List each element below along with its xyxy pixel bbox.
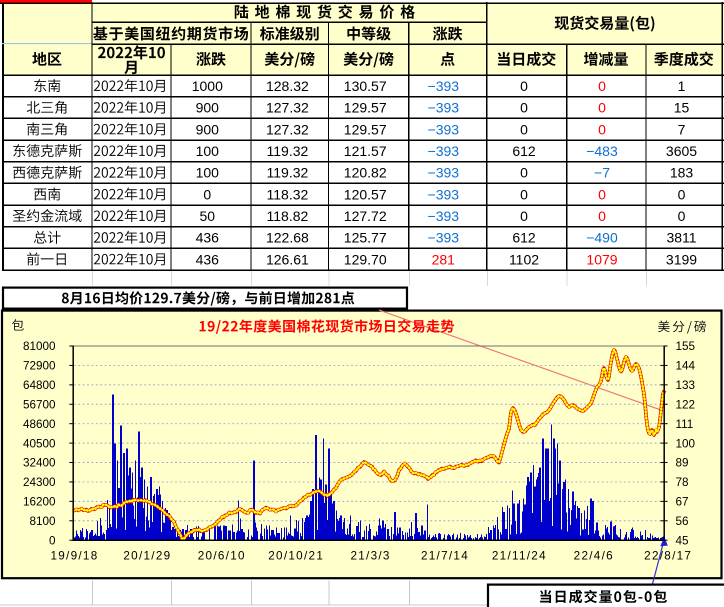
svg-text:21/3/3: 21/3/3	[350, 549, 390, 562]
svg-text:0: 0	[598, 186, 606, 202]
svg-text:−490: −490	[586, 230, 618, 246]
svg-text:1000: 1000	[192, 78, 223, 94]
svg-text:0: 0	[520, 78, 528, 94]
svg-text:0: 0	[598, 100, 606, 116]
svg-text:128.32: 128.32	[266, 78, 309, 94]
svg-text:0: 0	[598, 121, 606, 137]
svg-text:−393: −393	[428, 230, 460, 246]
svg-text:0: 0	[678, 186, 686, 202]
svg-text:0: 0	[520, 186, 528, 202]
svg-text:−483: −483	[586, 143, 618, 159]
svg-text:67: 67	[676, 496, 689, 509]
svg-text:50: 50	[200, 208, 216, 224]
svg-text:0: 0	[598, 78, 606, 94]
svg-text:1: 1	[678, 78, 686, 94]
svg-text:16200: 16200	[23, 496, 56, 509]
svg-text:900: 900	[196, 100, 220, 116]
svg-text:22/8/17: 22/8/17	[644, 549, 692, 562]
svg-text:−393: −393	[428, 186, 460, 202]
svg-text:118.32: 118.32	[267, 186, 309, 202]
svg-text:119.32: 119.32	[267, 143, 309, 159]
svg-text:0: 0	[520, 100, 528, 116]
svg-text:15: 15	[674, 100, 690, 116]
svg-text:100: 100	[196, 165, 220, 181]
svg-text:19/9/18: 19/9/18	[50, 549, 98, 562]
svg-text:121.57: 121.57	[344, 143, 387, 159]
svg-text:21/7/14: 21/7/14	[421, 549, 469, 562]
svg-text:120.82: 120.82	[344, 165, 387, 181]
svg-text:0: 0	[520, 121, 528, 137]
svg-text:−393: −393	[428, 121, 460, 137]
svg-text:127.32: 127.32	[266, 100, 309, 116]
svg-text:120.57: 120.57	[344, 186, 387, 202]
svg-text:436: 436	[196, 251, 220, 267]
svg-text:−7: −7	[594, 165, 610, 181]
svg-text:125.77: 125.77	[344, 230, 387, 246]
svg-text:900: 900	[196, 121, 220, 137]
svg-text:8100: 8100	[29, 515, 56, 528]
svg-text:3199: 3199	[666, 251, 697, 267]
svg-text:122: 122	[676, 399, 696, 412]
svg-text:100: 100	[676, 437, 696, 450]
svg-text:3605: 3605	[666, 143, 697, 159]
svg-text:21/11/24: 21/11/24	[492, 549, 547, 562]
svg-text:0: 0	[49, 534, 56, 547]
svg-text:0: 0	[203, 186, 211, 202]
svg-text:133: 133	[676, 379, 696, 392]
svg-text:127.32: 127.32	[266, 121, 309, 137]
svg-text:183: 183	[670, 165, 694, 181]
svg-text:72900: 72900	[23, 360, 56, 373]
svg-text:24300: 24300	[23, 476, 56, 489]
svg-text:0: 0	[520, 208, 528, 224]
svg-text:64800: 64800	[23, 379, 56, 392]
svg-text:1079: 1079	[586, 251, 617, 267]
svg-text:129.70: 129.70	[344, 251, 387, 267]
svg-text:20/1/29: 20/1/29	[123, 549, 171, 562]
svg-text:0: 0	[520, 165, 528, 181]
svg-text:22/4/6: 22/4/6	[574, 549, 614, 562]
svg-text:48600: 48600	[23, 418, 56, 431]
svg-text:45: 45	[676, 534, 690, 547]
svg-text:281: 281	[432, 251, 456, 267]
svg-text:0: 0	[678, 208, 686, 224]
svg-text:100: 100	[196, 143, 220, 159]
svg-text:129.57: 129.57	[344, 100, 387, 116]
svg-text:111: 111	[676, 418, 694, 431]
svg-text:436: 436	[196, 230, 220, 246]
svg-text:3811: 3811	[666, 230, 696, 246]
svg-text:78: 78	[676, 476, 689, 489]
svg-text:−393: −393	[428, 165, 460, 181]
svg-text:126.61: 126.61	[266, 251, 309, 267]
svg-text:7: 7	[678, 121, 686, 137]
svg-text:32400: 32400	[23, 457, 56, 470]
svg-text:20/6/10: 20/6/10	[198, 549, 246, 562]
svg-text:−393: −393	[428, 208, 460, 224]
svg-text:119.32: 119.32	[267, 165, 309, 181]
svg-text:612: 612	[512, 230, 536, 246]
svg-text:1102: 1102	[509, 251, 539, 267]
svg-text:40500: 40500	[23, 437, 56, 450]
svg-text:127.72: 127.72	[344, 208, 387, 224]
svg-text:0: 0	[598, 208, 606, 224]
svg-text:56: 56	[676, 515, 689, 528]
svg-text:20/10/21: 20/10/21	[268, 549, 324, 562]
svg-text:122.68: 122.68	[266, 230, 309, 246]
svg-text:−393: −393	[428, 143, 460, 159]
svg-text:144: 144	[676, 360, 696, 373]
svg-text:−393: −393	[428, 78, 460, 94]
svg-text:130.57: 130.57	[344, 78, 387, 94]
svg-text:155: 155	[676, 340, 696, 353]
svg-text:612: 612	[512, 143, 536, 159]
svg-text:118.82: 118.82	[267, 208, 309, 224]
svg-text:89: 89	[676, 457, 689, 470]
svg-text:−393: −393	[428, 100, 460, 116]
svg-text:81000: 81000	[23, 340, 56, 353]
svg-text:56700: 56700	[23, 399, 56, 412]
svg-text:129.57: 129.57	[344, 121, 387, 137]
